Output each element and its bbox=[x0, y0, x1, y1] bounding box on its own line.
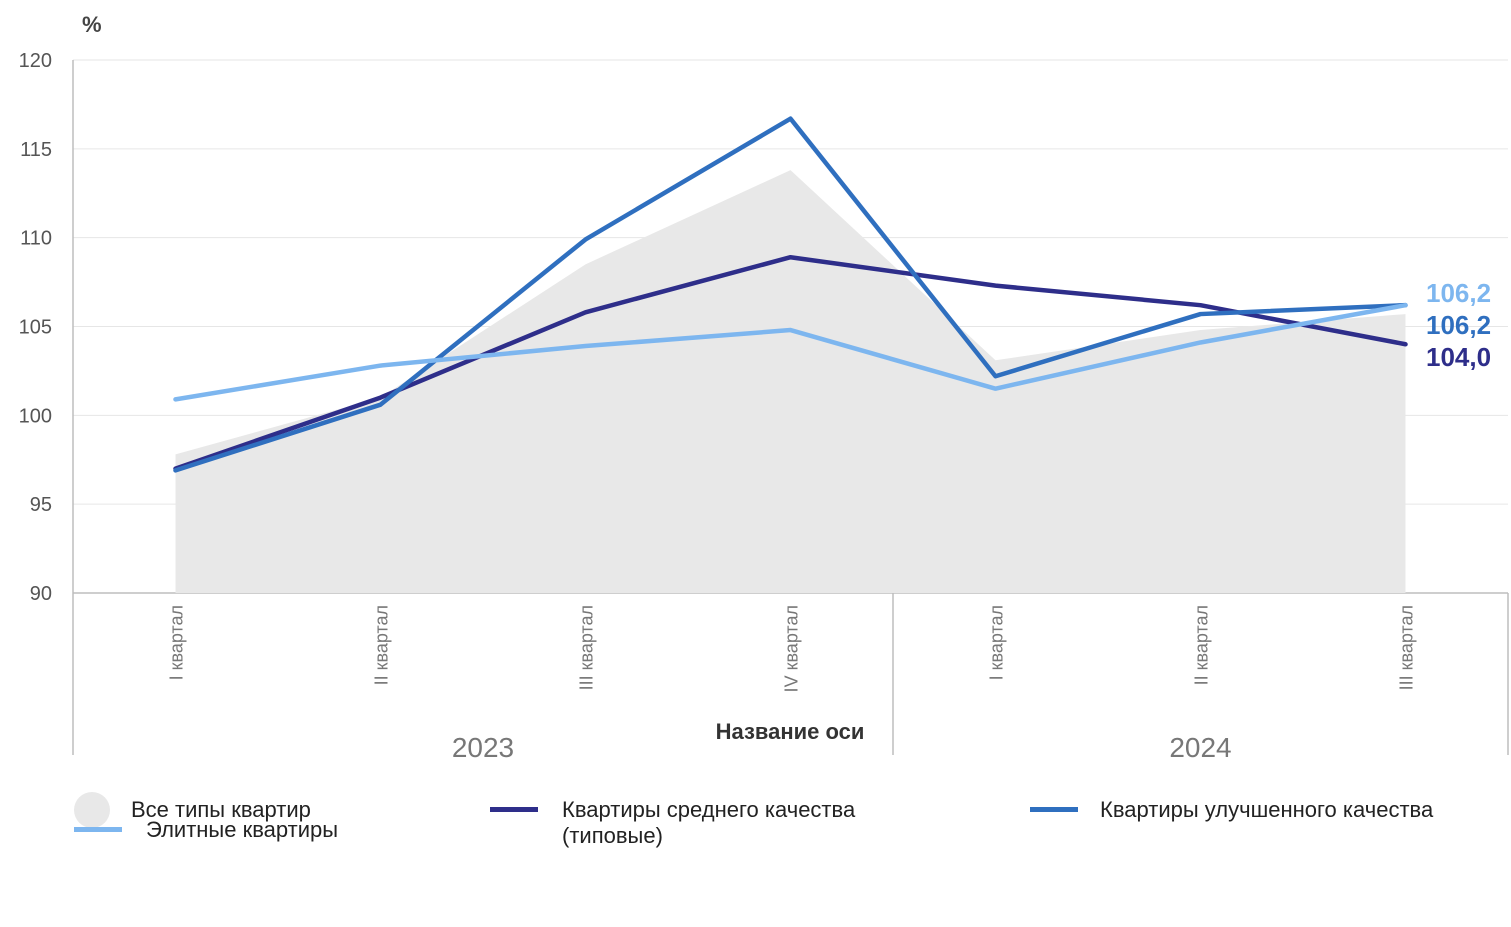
end-value-label: 104,0 bbox=[1426, 342, 1491, 372]
line-series-standard bbox=[173, 254, 1408, 471]
legend-label-improved: Квартиры улучшенного качества bbox=[1100, 797, 1434, 822]
legend-swatch-elite bbox=[74, 827, 122, 832]
x-tick-label: IV квартал bbox=[782, 605, 802, 692]
area-series-all-types bbox=[175, 170, 1406, 594]
y-tick-label: 115 bbox=[20, 139, 52, 161]
y-tick-label: 120 bbox=[19, 50, 52, 72]
x-group-label: 2024 bbox=[1169, 732, 1231, 763]
legend-swatch-all-types bbox=[74, 792, 110, 828]
x-tick-label: I квартал bbox=[987, 605, 1007, 680]
legend-swatch-improved bbox=[1030, 807, 1078, 812]
end-value-label: 106,2 bbox=[1426, 310, 1491, 340]
y-tick-label: 110 bbox=[20, 228, 52, 250]
y-axis-unit: % bbox=[82, 12, 102, 37]
y-tick-label: 100 bbox=[19, 405, 52, 427]
x-tick-label: II квартал bbox=[372, 605, 392, 685]
end-value-label: 106,2 bbox=[1426, 278, 1491, 308]
legend-label-all-types: Все типы квартир bbox=[131, 797, 311, 822]
line-series-elite bbox=[173, 302, 1408, 402]
y-tick-label: 105 bbox=[19, 317, 52, 339]
line-series-improved bbox=[173, 116, 1408, 473]
y-tick-label: 95 bbox=[30, 494, 52, 516]
legend-label-standard: Квартиры среднего качества (типовые) bbox=[562, 797, 856, 848]
y-tick-label: 90 bbox=[30, 583, 52, 605]
x-axis-title: Название оси bbox=[716, 719, 865, 744]
x-tick-label: I квартал bbox=[167, 605, 187, 680]
legend-swatch-standard bbox=[490, 807, 538, 812]
x-tick-label: III квартал bbox=[1397, 605, 1417, 690]
legend-label-elite: Элитные квартиры bbox=[146, 817, 339, 842]
x-tick-label: III квартал bbox=[577, 605, 597, 690]
x-group-label: 2023 bbox=[452, 732, 514, 763]
x-tick-label: II квартал bbox=[1192, 605, 1212, 685]
